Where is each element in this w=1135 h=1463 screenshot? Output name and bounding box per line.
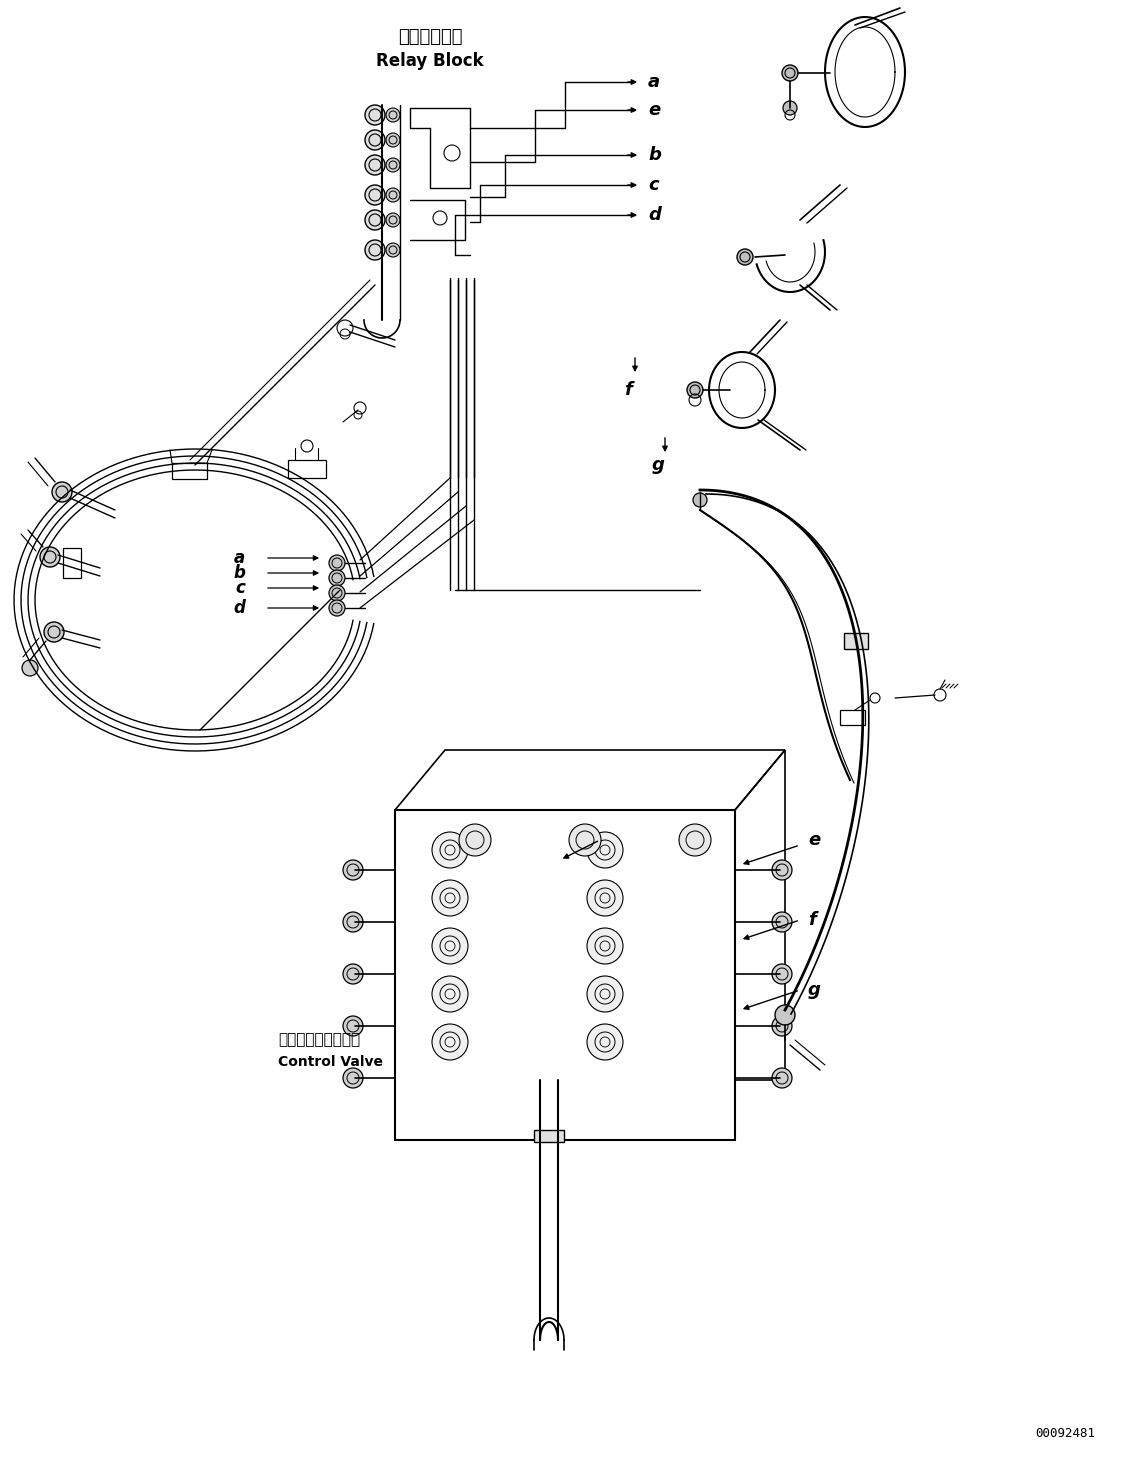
Circle shape: [386, 243, 400, 257]
Circle shape: [782, 64, 798, 80]
Text: Control Valve: Control Valve: [278, 1055, 382, 1069]
Circle shape: [386, 189, 400, 202]
Bar: [840, 710, 865, 726]
Circle shape: [329, 585, 345, 601]
Circle shape: [587, 881, 623, 916]
Circle shape: [587, 928, 623, 964]
Text: b: b: [648, 146, 661, 164]
Text: g: g: [808, 982, 821, 999]
Circle shape: [365, 130, 385, 151]
Circle shape: [432, 1024, 468, 1061]
Circle shape: [365, 184, 385, 205]
Circle shape: [386, 214, 400, 227]
Circle shape: [343, 860, 363, 881]
Circle shape: [432, 832, 468, 868]
Circle shape: [52, 481, 72, 502]
Circle shape: [432, 928, 468, 964]
Circle shape: [775, 1005, 794, 1026]
Circle shape: [40, 547, 60, 568]
Circle shape: [737, 249, 753, 265]
Circle shape: [386, 133, 400, 146]
Text: コントロールバルブ: コントロールバルブ: [278, 1033, 360, 1048]
Text: 中継ブロック: 中継ブロック: [397, 28, 462, 45]
Circle shape: [343, 1015, 363, 1036]
Bar: [64, 549, 81, 578]
Circle shape: [329, 600, 345, 616]
Bar: [533, 1129, 564, 1143]
Circle shape: [772, 860, 792, 881]
Circle shape: [587, 976, 623, 1012]
Circle shape: [587, 1024, 623, 1061]
Circle shape: [783, 101, 797, 116]
Circle shape: [693, 493, 707, 508]
Circle shape: [329, 554, 345, 571]
Text: e: e: [808, 831, 821, 849]
Text: a: a: [648, 73, 661, 91]
Circle shape: [365, 240, 385, 260]
Circle shape: [386, 158, 400, 173]
Circle shape: [432, 976, 468, 1012]
Bar: [395, 811, 735, 1140]
Circle shape: [587, 832, 623, 868]
Circle shape: [22, 660, 37, 676]
Circle shape: [365, 105, 385, 124]
Circle shape: [386, 108, 400, 121]
Circle shape: [772, 1068, 792, 1088]
Text: f: f: [808, 911, 816, 929]
Circle shape: [432, 881, 468, 916]
Text: d: d: [233, 598, 245, 617]
Circle shape: [569, 824, 602, 856]
Bar: [844, 633, 868, 650]
Text: a: a: [234, 549, 245, 568]
Circle shape: [44, 622, 64, 642]
Circle shape: [687, 382, 703, 398]
Text: g: g: [651, 456, 664, 474]
Text: d: d: [648, 206, 661, 224]
Text: 00092481: 00092481: [1035, 1426, 1095, 1440]
Circle shape: [329, 571, 345, 587]
Circle shape: [772, 964, 792, 985]
Bar: [173, 462, 207, 478]
Circle shape: [343, 964, 363, 985]
Circle shape: [365, 155, 385, 176]
Text: c: c: [235, 579, 245, 597]
Text: f: f: [624, 380, 632, 399]
Text: Relay Block: Relay Block: [376, 53, 484, 70]
Text: c: c: [648, 176, 658, 195]
Circle shape: [772, 1015, 792, 1036]
Circle shape: [459, 824, 491, 856]
Circle shape: [343, 911, 363, 932]
Circle shape: [365, 211, 385, 230]
Circle shape: [679, 824, 711, 856]
Circle shape: [343, 1068, 363, 1088]
Circle shape: [772, 911, 792, 932]
Text: e: e: [648, 101, 661, 119]
Text: b: b: [233, 565, 245, 582]
Bar: [288, 459, 326, 478]
